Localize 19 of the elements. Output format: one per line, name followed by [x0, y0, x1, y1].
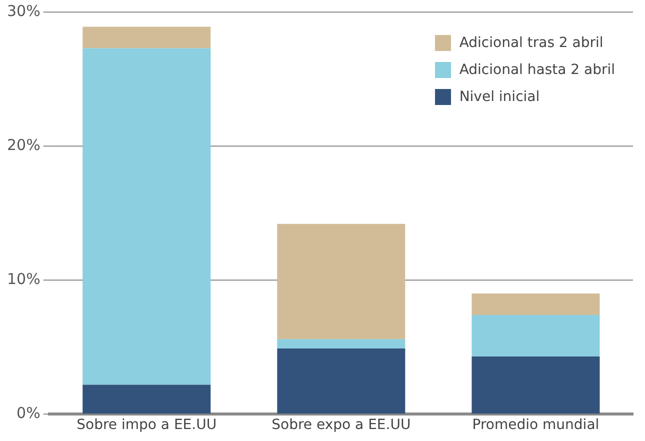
- x-tick-label: Promedio mundial: [472, 417, 600, 434]
- bar: [82, 384, 211, 414]
- y-tick-label: 0%: [16, 404, 40, 422]
- legend-label: Adicional tras 2 abril: [459, 35, 604, 51]
- y-tick-label: 30%: [6, 2, 40, 20]
- y-tick-label: 20%: [6, 136, 40, 154]
- legend-label: Nivel inicial: [459, 89, 540, 105]
- bar: [82, 26, 211, 48]
- bar: [277, 339, 406, 349]
- bar: [472, 294, 600, 315]
- legend-label: Adicional hasta 2 abril: [459, 62, 615, 78]
- bar: [82, 48, 211, 385]
- y-tick-label: 10%: [6, 270, 40, 288]
- x-tick-label: Sobre impo a EE.UU: [76, 417, 217, 434]
- bar: [277, 224, 406, 340]
- bar: [472, 356, 600, 414]
- x-tick-label: Sobre expo a EE.UU: [272, 417, 411, 434]
- bar: [277, 348, 406, 414]
- bar: [472, 314, 600, 357]
